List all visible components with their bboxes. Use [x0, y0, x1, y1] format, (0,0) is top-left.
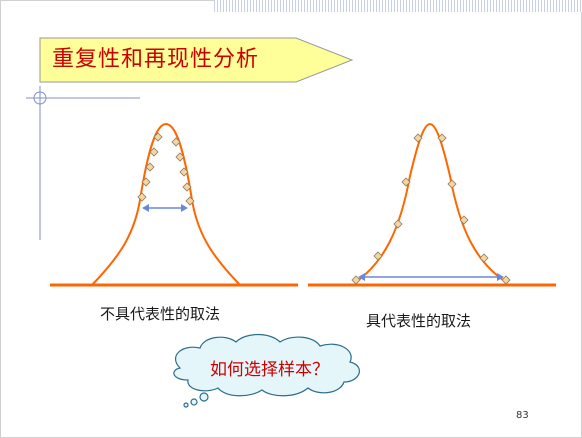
right-sample-point	[413, 133, 423, 143]
right-sample-point	[459, 215, 469, 225]
left-sample-point	[145, 162, 155, 172]
left-sample-point	[182, 182, 192, 192]
right-sample-point	[373, 251, 383, 261]
header-hatch-decoration	[214, 0, 582, 12]
right-sample-point	[401, 177, 411, 187]
cloud-bubble-medium	[190, 398, 198, 406]
right-sample-point	[351, 275, 361, 285]
right-range-arrow	[358, 273, 504, 281]
left-range-arrow	[142, 204, 188, 212]
page-number: 83	[516, 410, 529, 421]
left-sample-point	[175, 152, 185, 162]
crosshair-decoration	[26, 86, 140, 240]
left-chart-caption: 不具代表性的取法	[100, 305, 221, 323]
right-sample-point	[393, 219, 403, 229]
slide-title: 重复性和再现性分析	[52, 47, 260, 72]
left-sample-point	[153, 132, 163, 142]
left-sample-points	[137, 132, 195, 206]
title-arrow-shape	[39, 37, 354, 83]
right-bell-curve	[355, 122, 507, 283]
cloud-bubble-large	[199, 392, 209, 402]
right-sample-point	[447, 179, 457, 189]
left-bell-curve	[91, 122, 241, 286]
thought-cloud	[173, 333, 360, 408]
right-chart-caption: 具代表性的取法	[366, 312, 472, 330]
left-sample-point	[171, 137, 181, 147]
cloud-bubble-small	[183, 402, 189, 408]
right-sample-point	[501, 275, 511, 285]
left-sample-point	[185, 196, 195, 206]
right-sample-points	[351, 133, 511, 285]
right-sample-point	[437, 133, 447, 143]
left-sample-point	[137, 192, 147, 202]
right-sample-point	[479, 253, 489, 263]
left-sample-point	[141, 177, 151, 187]
left-sample-point	[179, 167, 189, 177]
cloud-question-text: 如何选择样本？	[210, 360, 329, 380]
left-sample-point	[149, 147, 159, 157]
